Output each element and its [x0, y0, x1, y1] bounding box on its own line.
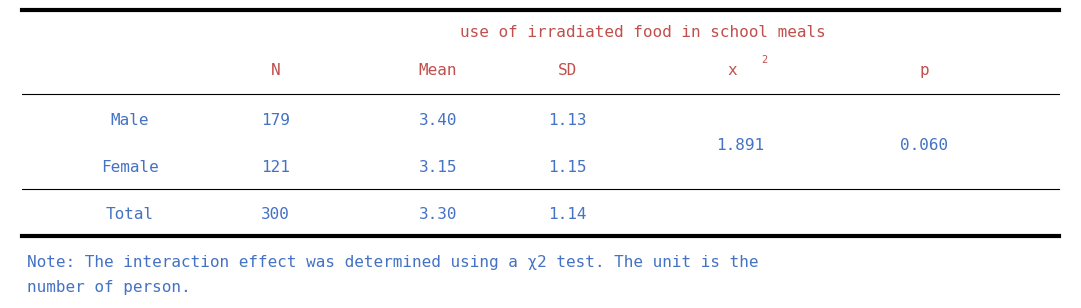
Text: 1.13: 1.13	[548, 113, 587, 128]
Text: p: p	[920, 63, 929, 78]
Text: 3.15: 3.15	[418, 160, 457, 175]
Text: N: N	[271, 63, 280, 78]
Text: Mean: Mean	[418, 63, 457, 78]
Text: 1.14: 1.14	[548, 207, 587, 221]
Text: 1.15: 1.15	[548, 160, 587, 175]
Text: x: x	[728, 63, 736, 78]
Text: 179: 179	[262, 113, 290, 128]
Text: 121: 121	[262, 160, 290, 175]
Text: 3.30: 3.30	[418, 207, 457, 221]
Text: Note: The interaction effect was determined using a χ2 test. The unit is the: Note: The interaction effect was determi…	[27, 255, 759, 270]
Text: Total: Total	[106, 207, 154, 221]
Text: Female: Female	[101, 160, 159, 175]
Text: 300: 300	[262, 207, 290, 221]
Text: number of person.: number of person.	[27, 281, 190, 295]
Text: 3.40: 3.40	[418, 113, 457, 128]
Text: use of irradiated food in school meals: use of irradiated food in school meals	[461, 25, 826, 40]
Text: SD: SD	[558, 63, 577, 78]
Text: Male: Male	[110, 113, 149, 128]
Text: 2: 2	[761, 55, 768, 65]
Text: 1.891: 1.891	[717, 138, 764, 153]
Text: 0.060: 0.060	[900, 138, 948, 153]
